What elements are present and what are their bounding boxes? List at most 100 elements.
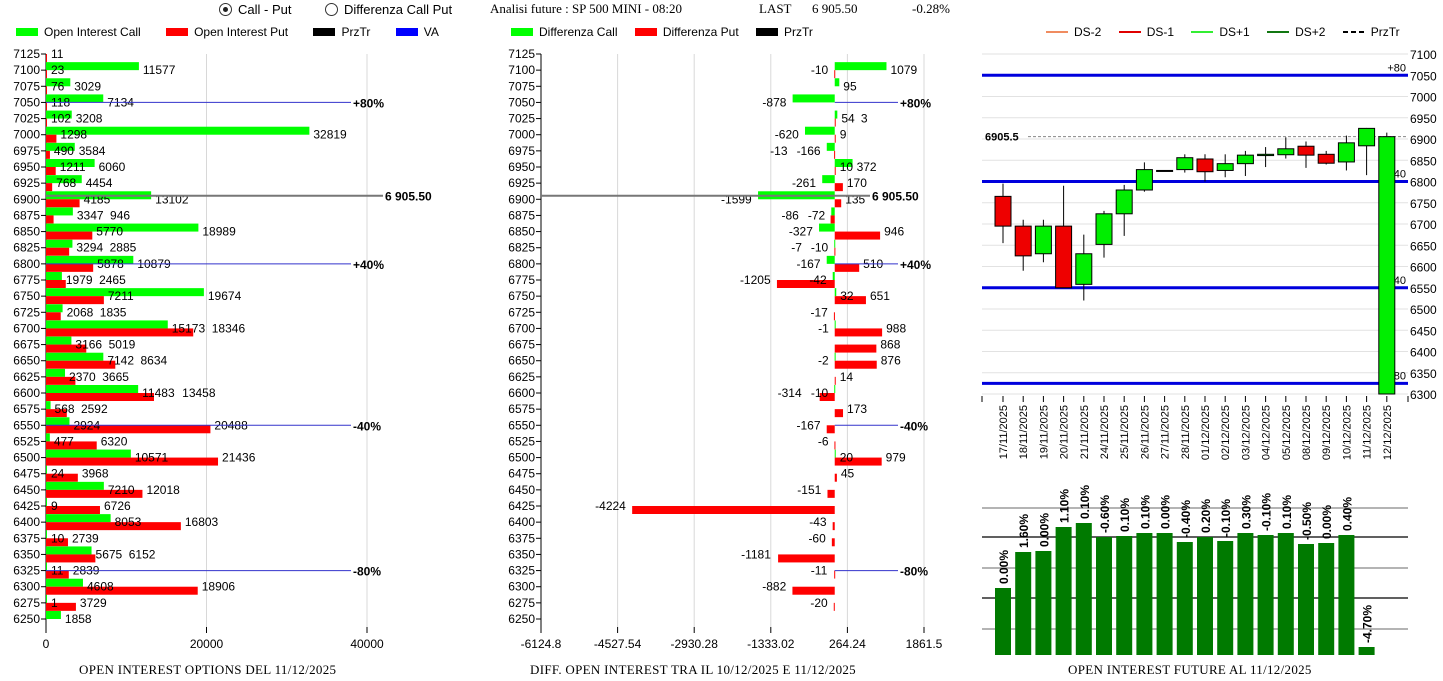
put-bar: [46, 118, 47, 127]
call-value-label: -10: [811, 386, 829, 400]
date-label: 26/11/2025: [1139, 405, 1151, 459]
put-value-label: 768: [56, 176, 76, 190]
put-bar: [46, 441, 97, 450]
call-bar: [46, 433, 50, 442]
date-label: 02/12/2025: [1220, 405, 1232, 460]
oi-change-label: 0.10%: [1118, 498, 1132, 532]
date-label: 21/11/2025: [1079, 405, 1091, 459]
put-value-label: 16803: [185, 515, 219, 529]
x-tick-label: -6124.8: [521, 637, 562, 651]
candle-down: [1196, 158, 1214, 173]
va-label: -80%: [353, 565, 381, 579]
y-tick-label: 7125: [13, 47, 40, 61]
legend-item-ds-1: DS-1: [1118, 25, 1174, 39]
y-tick-label: 6750: [508, 289, 535, 303]
y-tick-label: 6525: [508, 434, 535, 448]
x-tick-label: 40000: [350, 637, 384, 651]
put-bar: [832, 522, 835, 531]
y-tick-label: 6425: [508, 499, 535, 513]
mode-radio-call-put[interactable]: Call - Put: [219, 2, 291, 17]
put-value-label: 7211: [108, 289, 134, 303]
put-value-label: 1835: [100, 305, 127, 319]
put-bar: [834, 183, 843, 192]
mode-radio-difference[interactable]: Differenza Call Put: [325, 2, 452, 17]
call-value-label: 10571: [135, 451, 169, 465]
legend-item-prztr: PrzTr: [313, 25, 370, 39]
legend-label: PrzTr: [341, 25, 371, 39]
call-bar: [46, 578, 83, 587]
oi-future-bar: [1156, 533, 1173, 655]
put-bar: [834, 167, 836, 175]
date-label: 05/12/2025: [1281, 405, 1293, 460]
call-bar: [834, 110, 838, 119]
y-tick-label: 6825: [508, 241, 535, 255]
va-label: +80%: [900, 96, 931, 110]
oi-future-bar: [1358, 647, 1375, 655]
put-value-label: 3968: [82, 467, 109, 481]
y-tick-label: 6650: [508, 354, 535, 368]
call-value-label: -1599: [721, 192, 752, 206]
call-value-label: 9: [51, 499, 58, 513]
line-ds+1: [1191, 31, 1214, 33]
date-label: 11/12/2025: [1362, 405, 1374, 459]
y-tick-label: 6950: [508, 160, 535, 174]
put-value-label: -10: [811, 63, 829, 77]
oi-future-bar: [1197, 537, 1213, 655]
oi-change-label: 0.00%: [1037, 513, 1051, 547]
put-bar: [46, 538, 68, 547]
oi-future-bar: [1298, 544, 1314, 655]
y-tick-label: 7100: [508, 63, 535, 77]
call-bar: [46, 611, 61, 619]
put-bar: [46, 280, 66, 288]
put-value-label: -4224: [595, 499, 626, 513]
y-tick-label: 6375: [508, 531, 535, 545]
y-tick-label: 6350: [1410, 367, 1437, 381]
y-tick-label: 6725: [508, 305, 535, 319]
y-tick-label: 7025: [13, 112, 40, 126]
call-value-label: -72: [808, 208, 826, 222]
call-bar: [46, 223, 199, 232]
put-bar: [834, 328, 883, 337]
call-value-label: 32: [840, 289, 854, 303]
date-label: 08/12/2025: [1301, 405, 1313, 460]
radio-selected-icon[interactable]: [219, 3, 232, 16]
call-bar: [46, 320, 168, 329]
put-bar: [833, 312, 835, 321]
call-bar: [46, 465, 47, 474]
y-tick-label: 6800: [1410, 176, 1437, 190]
put-bar: [46, 360, 116, 369]
line-prztr: [1342, 31, 1365, 33]
put-value-label: 2739: [72, 531, 99, 545]
y-tick-label: 7075: [13, 79, 40, 93]
y-tick-label: 6450: [13, 483, 40, 497]
call-value-label: 2068: [67, 305, 94, 319]
y-tick-label: 6275: [508, 596, 535, 610]
call-value-label: 3347: [77, 208, 104, 222]
oi-change-label: 0.00%: [1159, 495, 1173, 529]
call-value-label: 10: [51, 531, 65, 545]
y-tick-label: 6850: [508, 225, 535, 239]
put-bar: [46, 489, 143, 498]
put-bar: [834, 441, 836, 450]
date-label: 18/11/2025: [1018, 405, 1030, 459]
date-label: 17/11/2025: [998, 405, 1010, 459]
put-value-label: 6320: [101, 434, 128, 448]
oi-future-bar: [1318, 543, 1335, 655]
call-bar: [826, 255, 835, 264]
call-value-label: 4454: [86, 176, 113, 190]
put-bar: [834, 376, 836, 385]
y-tick-label: 6900: [1410, 133, 1437, 147]
put-bar: [819, 393, 835, 401]
call-bar: [46, 368, 66, 377]
candle-up: [1257, 153, 1275, 157]
put-value-label: 170: [847, 176, 867, 190]
radio-unselected-icon[interactable]: [325, 3, 338, 16]
date-label: 27/11/2025: [1160, 405, 1172, 459]
call-value-label: -2: [818, 354, 829, 368]
call-value-label: 568: [55, 402, 75, 416]
y-tick-label: 6875: [508, 208, 535, 222]
oi-future-bar: [1237, 533, 1254, 655]
call-bar: [46, 417, 70, 426]
y-tick-label: 6650: [13, 354, 40, 368]
call-bar: [46, 94, 104, 103]
